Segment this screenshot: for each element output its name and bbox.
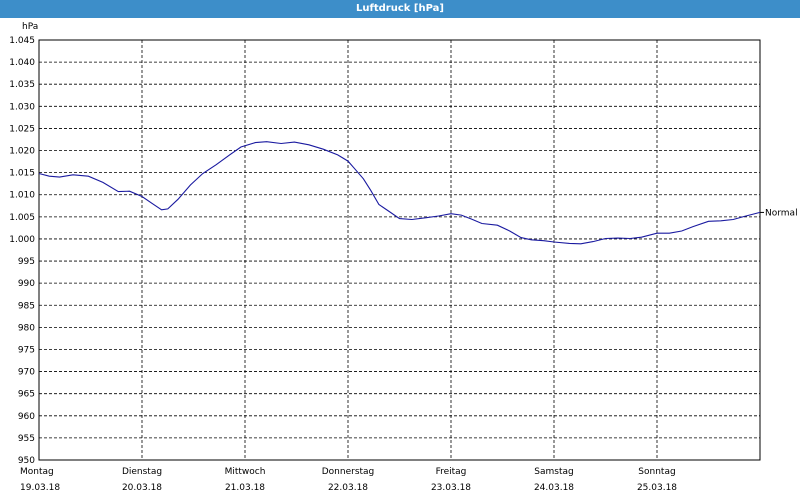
y-tick-label: 960 bbox=[18, 412, 35, 422]
x-tick-date-label: 23.03.18 bbox=[431, 483, 471, 493]
x-tick-day-label: Freitag bbox=[436, 467, 467, 477]
y-tick-label: 1.035 bbox=[9, 80, 35, 90]
y-tick-label: 970 bbox=[18, 368, 35, 378]
y-tick-label: 955 bbox=[18, 434, 35, 444]
y-tick-label: 985 bbox=[18, 301, 35, 311]
series-line bbox=[38, 141, 761, 245]
x-tick-day-label: Samstag bbox=[534, 467, 573, 477]
y-axis-label: hPa bbox=[22, 22, 38, 32]
y-tick-label: 975 bbox=[18, 345, 35, 355]
x-tick-date-label: 25.03.18 bbox=[637, 483, 677, 493]
y-tick-label: 950 bbox=[18, 456, 35, 466]
line-chart: 950 955 960 965 970 975 980 985 990 995 1.000 1.005… bbox=[9, 22, 798, 493]
series-end-label: Normal bbox=[765, 208, 798, 218]
x-tick-day-label: Mittwoch bbox=[225, 467, 266, 477]
y-tick-label: 965 bbox=[18, 390, 35, 400]
y-tick-label: 1.005 bbox=[9, 213, 35, 223]
x-tick-date-label: 21.03.18 bbox=[225, 483, 265, 493]
x-tick-day-label: Dienstag bbox=[122, 467, 162, 477]
y-tick-label: 1.010 bbox=[9, 191, 35, 201]
chart-title: Luftdruck [hPa] bbox=[0, 0, 800, 18]
x-tick-day-label: Montag bbox=[20, 467, 54, 477]
x-tick-day-label: Sonntag bbox=[638, 467, 675, 477]
y-tick-label: 1.030 bbox=[9, 102, 35, 112]
y-tick-label: 1.015 bbox=[9, 169, 35, 179]
y-tick-label: 1.000 bbox=[9, 235, 35, 245]
x-tick-day-label: Donnerstag bbox=[322, 467, 375, 477]
y-tick-label: 990 bbox=[18, 279, 35, 289]
x-tick-date-label: 19.03.18 bbox=[20, 483, 60, 493]
x-tick-date-label: 24.03.18 bbox=[534, 483, 574, 493]
y-tick-label: 980 bbox=[18, 323, 35, 333]
x-tick-date-label: 22.03.18 bbox=[328, 483, 368, 493]
y-tick-label: 1.040 bbox=[9, 58, 35, 68]
y-tick-label: 995 bbox=[18, 257, 35, 267]
plot-frame bbox=[38, 39, 761, 461]
y-tick-label: 1.045 bbox=[9, 36, 35, 46]
y-tick-label: 1.020 bbox=[9, 147, 35, 157]
x-tick-date-label: 20.03.18 bbox=[122, 483, 162, 493]
y-tick-label: 1.025 bbox=[9, 124, 35, 134]
